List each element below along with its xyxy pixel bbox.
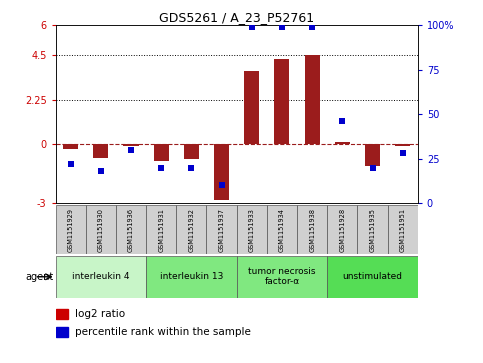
Title: GDS5261 / A_23_P52761: GDS5261 / A_23_P52761: [159, 11, 314, 24]
Bar: [176, 205, 207, 254]
Bar: [388, 205, 418, 254]
Bar: [305, 55, 320, 144]
Bar: [267, 205, 297, 254]
Bar: [56, 327, 68, 337]
Text: GSM1151928: GSM1151928: [340, 208, 345, 252]
Bar: [237, 256, 327, 298]
Bar: [207, 205, 237, 254]
Bar: [297, 205, 327, 254]
Text: GSM1151933: GSM1151933: [249, 208, 255, 252]
Text: agent: agent: [25, 272, 53, 282]
Bar: [395, 144, 410, 146]
Text: GSM1151935: GSM1151935: [369, 208, 375, 252]
Bar: [327, 205, 357, 254]
Bar: [184, 144, 199, 159]
Bar: [214, 144, 229, 200]
Bar: [146, 205, 176, 254]
Text: GSM1151937: GSM1151937: [219, 208, 225, 252]
Text: GSM1151929: GSM1151929: [68, 208, 73, 252]
Text: GSM1151936: GSM1151936: [128, 208, 134, 252]
Text: GSM1151930: GSM1151930: [98, 208, 104, 252]
Text: tumor necrosis
factor-α: tumor necrosis factor-α: [248, 267, 316, 286]
Text: log2 ratio: log2 ratio: [75, 309, 126, 319]
Text: interleukin 13: interleukin 13: [160, 272, 223, 281]
Bar: [335, 142, 350, 144]
Text: interleukin 4: interleukin 4: [72, 272, 129, 281]
Text: unstimulated: unstimulated: [342, 272, 402, 281]
Bar: [237, 205, 267, 254]
Bar: [56, 205, 86, 254]
Text: percentile rank within the sample: percentile rank within the sample: [75, 327, 251, 337]
Bar: [327, 256, 418, 298]
Bar: [124, 144, 139, 146]
Bar: [56, 309, 68, 319]
Bar: [365, 144, 380, 166]
Bar: [244, 71, 259, 144]
Text: GSM1151932: GSM1151932: [188, 208, 194, 252]
Bar: [357, 205, 388, 254]
Bar: [116, 205, 146, 254]
Bar: [146, 256, 237, 298]
Bar: [63, 144, 78, 149]
Text: GSM1151951: GSM1151951: [400, 208, 406, 252]
Bar: [86, 205, 116, 254]
Text: GSM1151938: GSM1151938: [309, 208, 315, 252]
Bar: [274, 59, 289, 144]
Bar: [154, 144, 169, 161]
Bar: [56, 256, 146, 298]
Text: GSM1151934: GSM1151934: [279, 208, 285, 252]
Bar: [93, 144, 108, 158]
Text: GSM1151931: GSM1151931: [158, 208, 164, 252]
